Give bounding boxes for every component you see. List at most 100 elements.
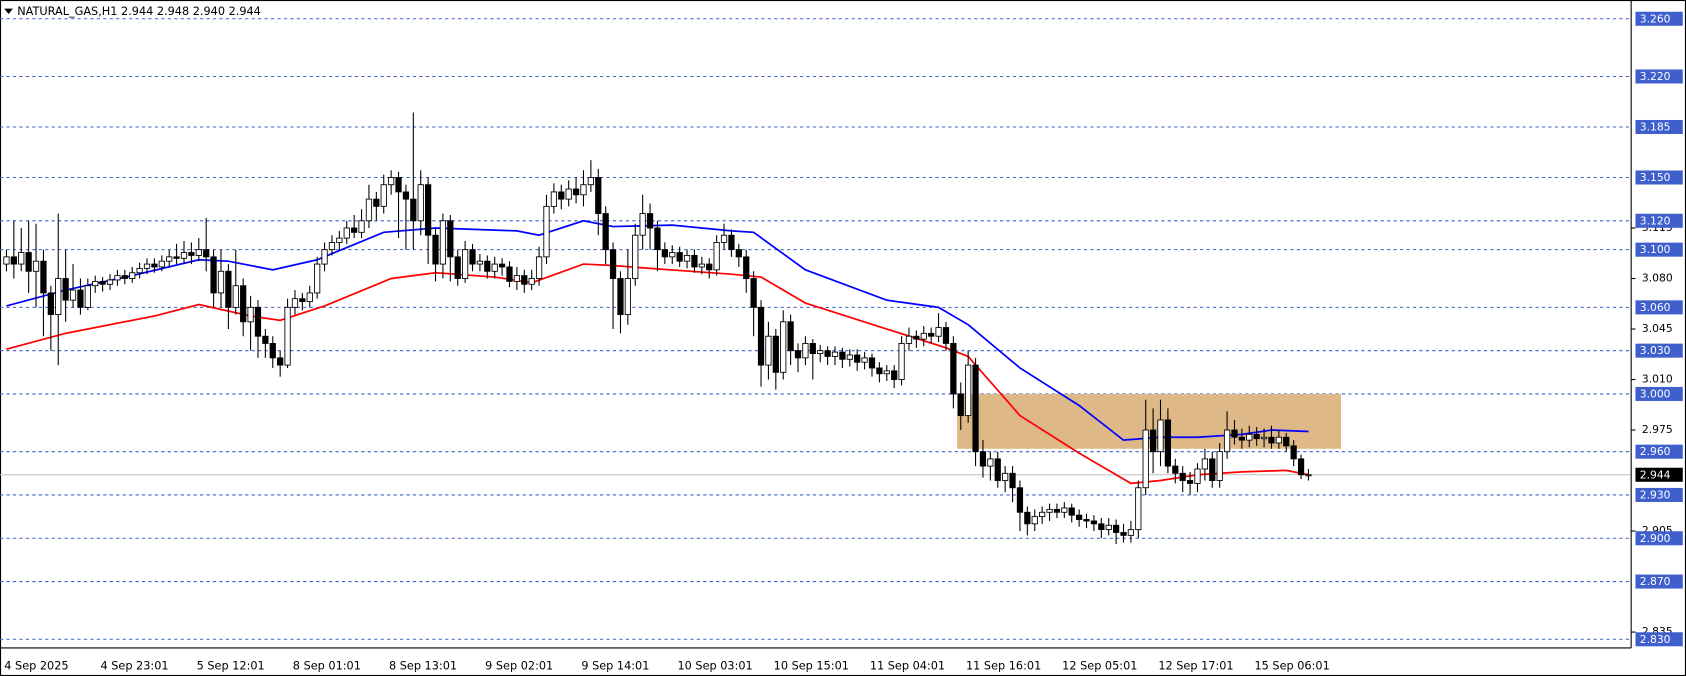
level-label: 3.185 (1640, 121, 1671, 134)
candle-body (417, 184, 424, 222)
candle-body (654, 227, 661, 251)
candle-body (928, 332, 935, 337)
candle-body (262, 335, 269, 344)
candle-body (25, 252, 32, 272)
candle-body (461, 249, 469, 279)
candle-body (284, 306, 291, 366)
level-label-box (1635, 574, 1683, 589)
candle-body (380, 184, 387, 207)
candle-body (913, 335, 920, 340)
candle-body (750, 278, 757, 308)
candle-body (158, 260, 165, 268)
candle-body (543, 205, 550, 258)
candle-body (854, 354, 861, 363)
candle-body (498, 263, 506, 268)
chart-title: NATURAL_GAS,H1 2.944 2.948 2.940 2.944 (17, 5, 261, 18)
candle-body (950, 343, 957, 395)
candle-body (1090, 520, 1098, 525)
candle-body (994, 458, 1001, 481)
candle-body (1268, 436, 1275, 444)
candle-body (1098, 523, 1105, 531)
x-tick-label: 8 Sep 01:01 (293, 659, 361, 672)
candle-body (1253, 433, 1260, 440)
candle-body (351, 227, 358, 233)
candle-body (232, 285, 239, 308)
candle-body (1223, 429, 1231, 453)
candle-body (772, 335, 779, 373)
candle-body (683, 254, 691, 262)
candle-body (151, 263, 158, 268)
candle-body (876, 367, 883, 375)
candle-body (121, 275, 128, 279)
level-label-box (1635, 119, 1683, 135)
candle-body (632, 234, 639, 279)
candle-body (299, 298, 306, 303)
candle-body (69, 289, 77, 301)
level-label: 3.260 (1640, 12, 1671, 25)
candle-body (1016, 487, 1024, 513)
candle-body (1002, 472, 1009, 481)
candle-body (40, 260, 47, 294)
level-label: 2.900 (1640, 532, 1671, 545)
level-label-box (1635, 343, 1683, 358)
level-label-box (1635, 242, 1683, 257)
x-tick-label: 5 Sep 12:01 (197, 659, 265, 672)
candle-body (388, 177, 395, 186)
candle-body (883, 370, 890, 375)
level-label-box (1635, 444, 1683, 459)
menu-arrow[interactable] (4, 8, 13, 15)
x-tick-label: 12 Sep 05:01 (1062, 659, 1137, 672)
candle-body (336, 237, 343, 243)
candle-body (942, 327, 950, 344)
candle-body (469, 249, 476, 265)
y-tick-label: 3.010 (1642, 373, 1673, 386)
candle-body (210, 256, 217, 294)
candle-body (1031, 516, 1038, 525)
candle-body (129, 272, 136, 279)
level-label-box (1635, 487, 1683, 502)
candle-body (1275, 436, 1282, 444)
level-label-box (1635, 300, 1683, 315)
candle-body (521, 275, 528, 285)
candle-body (669, 252, 676, 258)
candle-body (1297, 458, 1305, 476)
x-tick-label: 12 Sep 17:01 (1158, 659, 1233, 672)
x-tick-label: 11 Sep 04:01 (870, 659, 945, 672)
candle-body (898, 343, 905, 380)
x-tick-label: 4 Sep 2025 (4, 659, 68, 672)
candle-body (1024, 511, 1031, 525)
candle-body (728, 234, 735, 251)
x-tick-label: 9 Sep 14:01 (581, 659, 649, 672)
candle-body (277, 357, 284, 366)
level-label: 2.830 (1640, 633, 1671, 646)
level-label: 3.030 (1640, 344, 1671, 357)
x-tick-label: 9 Sep 02:01 (485, 659, 553, 672)
moving-average (6, 219, 1309, 442)
level-label-box (1635, 69, 1683, 84)
candle-body (1135, 487, 1142, 531)
candle-body (247, 306, 254, 323)
candle-body (661, 249, 668, 258)
candle-body (965, 364, 972, 417)
candle-body (1238, 436, 1245, 441)
candle-body (47, 292, 54, 316)
candle-body (484, 260, 491, 272)
x-tick-label: 4 Sep 23:01 (100, 659, 168, 672)
candle-body (217, 270, 225, 294)
candle-body (809, 343, 816, 354)
candle-body (77, 289, 84, 308)
candle-body (173, 256, 180, 259)
candle-body (609, 249, 617, 279)
candle-body (617, 278, 624, 316)
x-tick-label: 11 Sep 16:01 (966, 659, 1041, 672)
candle-body (1083, 519, 1090, 522)
candle-body (1179, 472, 1186, 481)
candle-body (905, 335, 913, 344)
candle-body (1231, 429, 1238, 438)
x-tick-label: 10 Sep 15:01 (774, 659, 849, 672)
x-tick-label: 10 Sep 03:01 (677, 659, 752, 672)
candle-body (476, 260, 484, 265)
candle-body (1149, 429, 1157, 453)
level-label-box (1635, 632, 1683, 647)
candle-body (180, 252, 188, 259)
